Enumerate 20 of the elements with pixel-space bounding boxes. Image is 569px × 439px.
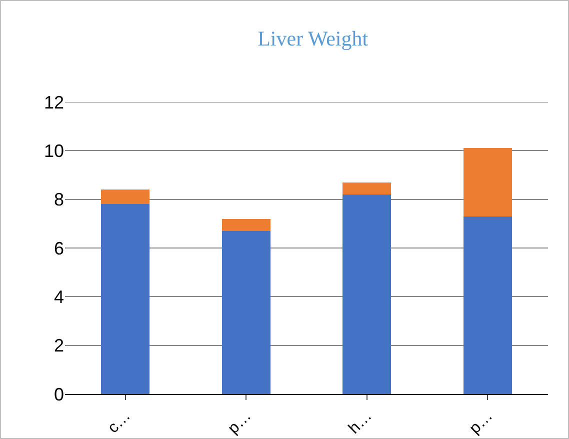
bar bbox=[463, 216, 512, 394]
bar bbox=[101, 204, 150, 394]
bar bbox=[101, 190, 150, 204]
y-tick-label: 0 bbox=[54, 384, 64, 404]
bar bbox=[222, 230, 270, 394]
y-tick-label: 6 bbox=[54, 238, 64, 258]
bar bbox=[222, 218, 270, 231]
y-tick-label: 8 bbox=[54, 190, 64, 210]
bar bbox=[342, 182, 392, 194]
x-tick-label: c… bbox=[104, 408, 134, 437]
y-tick-label: 10 bbox=[44, 140, 64, 161]
y-tick-label: 12 bbox=[44, 92, 64, 112]
y-tick-label: 2 bbox=[54, 336, 64, 356]
x-tick-label: h… bbox=[346, 408, 376, 438]
x-tick-label: p… bbox=[466, 408, 496, 438]
x-tick-label: p… bbox=[224, 408, 255, 438]
y-tick-label: 4 bbox=[54, 286, 64, 307]
chart-title: Liver Weight bbox=[258, 26, 368, 50]
bar bbox=[342, 194, 392, 394]
bar bbox=[463, 148, 512, 216]
